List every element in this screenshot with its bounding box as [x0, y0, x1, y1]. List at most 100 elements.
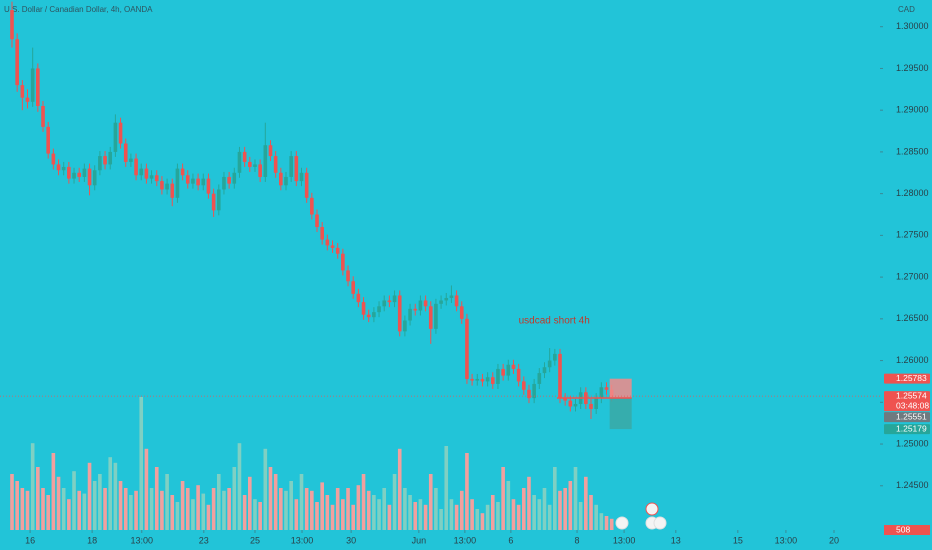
x-tick-label: 13:00	[454, 535, 477, 545]
price-tag-label: 1.25551	[896, 411, 927, 421]
x-tick-label: 13:00	[130, 535, 153, 545]
volume-bar	[408, 495, 412, 530]
candle-body	[532, 383, 536, 399]
x-tick-label: 13:00	[291, 535, 314, 545]
candle-body	[547, 360, 552, 368]
volume-bar	[470, 499, 474, 530]
candle-body	[92, 170, 97, 186]
candle-body	[154, 175, 159, 182]
volume-bar	[165, 474, 169, 530]
volume-bar	[82, 493, 87, 530]
candle-body	[191, 178, 195, 184]
chart-title: U.S. Dollar / Canadian Dollar, 4h, OANDA	[4, 5, 153, 14]
volume-bar	[584, 476, 588, 530]
candle-body	[222, 176, 226, 190]
candle-body	[51, 153, 56, 165]
candle-body	[392, 295, 397, 303]
candle-body	[516, 368, 521, 382]
volume-bar	[67, 499, 71, 530]
candle-body	[372, 312, 376, 318]
volume-bar	[599, 513, 604, 530]
candle-body	[568, 400, 573, 407]
x-tick-label: 13	[671, 535, 681, 545]
volume-bar	[547, 504, 552, 530]
candle-body	[36, 68, 40, 106]
candle-body	[118, 122, 123, 144]
volume-bar	[227, 488, 231, 530]
candle-body	[289, 156, 293, 177]
candle-body	[227, 176, 231, 184]
volume-bar	[51, 453, 56, 530]
volume-bar	[299, 474, 304, 530]
volume-bar	[191, 499, 195, 530]
flag-icon	[653, 516, 667, 530]
candle-body	[15, 39, 19, 86]
candle-body	[72, 172, 76, 179]
candle-body	[41, 106, 45, 127]
volume-bar	[387, 504, 392, 530]
candle-body	[273, 156, 278, 173]
x-tick-label: 13:00	[613, 535, 636, 545]
candles	[10, 1, 614, 419]
volume-bar	[335, 488, 340, 530]
candle-body	[165, 183, 169, 190]
volume-bar	[129, 495, 133, 530]
candle-body	[397, 295, 402, 332]
volume-bar	[459, 490, 464, 530]
candle-body	[144, 168, 149, 179]
candle-body	[87, 168, 92, 186]
candle-body	[20, 85, 25, 98]
x-tick-label: 13:00	[775, 535, 798, 545]
volume-bar	[496, 502, 500, 530]
volume-bar	[594, 504, 598, 530]
candle-body	[604, 387, 609, 390]
candle-body	[341, 253, 345, 271]
volume-bar	[56, 476, 61, 530]
volume-bar	[46, 495, 50, 530]
x-tick-label: 20	[829, 535, 839, 545]
volume-bar	[372, 495, 376, 530]
candle-body	[356, 293, 361, 303]
candle-body	[294, 156, 299, 182]
volume-bar	[144, 448, 149, 530]
candle-body	[253, 164, 257, 167]
volume-tag	[884, 525, 930, 535]
candle-body	[480, 378, 485, 382]
volume-bar	[61, 488, 66, 530]
candle-body	[361, 302, 366, 315]
price-tag-label: 1.25574	[896, 390, 927, 400]
volume-bar	[439, 509, 443, 530]
candle-body	[139, 168, 144, 176]
candle-body	[232, 172, 237, 184]
candle-body	[82, 168, 87, 177]
volume-bar	[361, 474, 366, 530]
volume-bar	[273, 474, 278, 530]
candle-body	[335, 247, 340, 254]
candle-body	[330, 245, 335, 248]
candle-body	[242, 151, 247, 162]
volume-tag-label: 508	[896, 524, 910, 534]
candle-body	[315, 214, 319, 228]
x-tick-label: 23	[199, 535, 209, 545]
volume-bar	[397, 448, 402, 530]
price-tag	[884, 424, 930, 435]
volume-bar	[449, 499, 454, 530]
candle-body	[268, 145, 273, 157]
candle-body	[475, 378, 480, 381]
price-tag-label: 1.25179	[896, 423, 927, 433]
volume-bar	[247, 476, 252, 530]
volume-bars	[10, 397, 614, 530]
volume-bar	[537, 499, 542, 530]
volume-bar	[149, 488, 154, 530]
volume-bar	[578, 502, 583, 530]
volume-bar	[253, 499, 257, 530]
candle-body	[325, 239, 330, 246]
candle-body	[403, 320, 407, 332]
candle-body	[103, 156, 107, 165]
volume-bar	[258, 502, 262, 530]
volume-bar	[108, 457, 113, 530]
volume-bar	[206, 504, 211, 530]
candle-body	[185, 175, 190, 184]
x-tick-label: 8	[575, 535, 580, 545]
